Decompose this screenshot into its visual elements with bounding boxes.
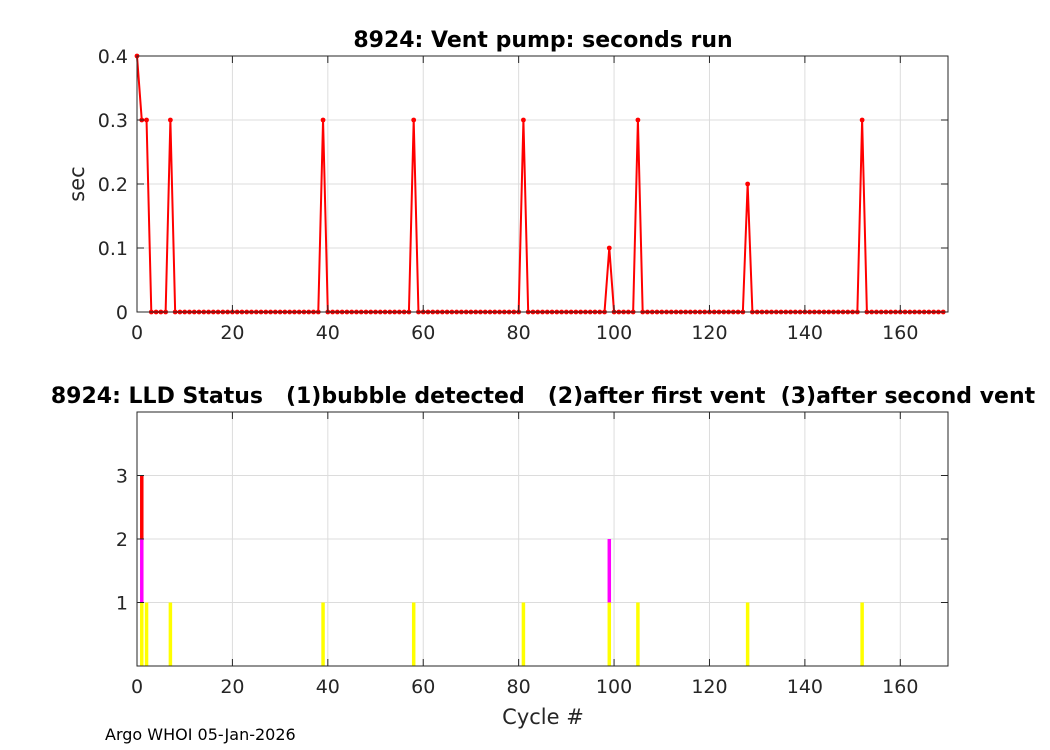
x-tick-label: 80 — [507, 676, 531, 698]
x-tick-label: 100 — [596, 322, 632, 344]
x-tick-label: 0 — [131, 676, 143, 698]
x-tick-label: 80 — [507, 322, 531, 344]
data-point — [144, 117, 149, 123]
data-point — [521, 117, 526, 123]
y-tick-label: 0.3 — [98, 110, 128, 132]
data-point — [320, 117, 326, 123]
y-axis-label: sec — [65, 166, 89, 201]
x-tick-label: 160 — [882, 676, 918, 698]
x-tick-label: 160 — [882, 322, 918, 344]
x-tick-label: 20 — [220, 676, 244, 698]
data-point — [635, 117, 641, 123]
vent-pump-chart: 0 20 40 60 80 100 120 140 160 0 0.1 0.2 0.3 0.4 8924:… — [65, 28, 949, 344]
x-tick-label: 20 — [220, 322, 244, 344]
y-tick-label: 2 — [116, 529, 128, 551]
data-point — [859, 117, 865, 123]
y-tick-label: 0.1 — [98, 238, 128, 260]
x-tick-label: 60 — [411, 322, 435, 344]
series — [140, 475, 864, 666]
x-tick-label: 40 — [316, 676, 340, 698]
x-tick-label: 140 — [787, 676, 823, 698]
y-tick-label: 3 — [116, 466, 128, 488]
x-tick-label: 40 — [316, 322, 340, 344]
x-tick-label: 60 — [411, 676, 435, 698]
chart-title: 8924: LLD Status (1)bubble detected (2)a… — [51, 384, 1036, 409]
data-point — [167, 117, 173, 123]
chart-title: 8924: Vent pump: seconds run — [353, 28, 732, 53]
grid — [136, 412, 948, 666]
x-tick-label: 100 — [596, 676, 632, 698]
y-tick-label: 1 — [116, 593, 128, 615]
x-tick-label: 0 — [131, 322, 143, 344]
y-tick-label: 0.4 — [98, 46, 128, 68]
tick-labels: 0 20 40 60 80 100 120 140 160 1 2 3 — [116, 412, 948, 698]
footer-credit: Argo WHOI 05-Jan-2026 — [105, 725, 296, 744]
x-axis-label: Cycle # — [502, 705, 584, 729]
data-point — [745, 181, 751, 187]
x-tick-label: 120 — [691, 322, 727, 344]
y-tick-label: 0 — [116, 302, 128, 324]
y-tick-label: 0.2 — [98, 174, 128, 196]
tick-labels: 0 20 40 60 80 100 120 140 160 0 0.1 0.2 0.3 0.4 — [98, 46, 948, 344]
x-tick-label: 120 — [691, 676, 727, 698]
lld-status-chart: 0 20 40 60 80 100 120 140 160 1 2 3 8924: LLD Statu… — [51, 384, 1036, 729]
x-tick-label: 140 — [787, 322, 823, 344]
data-point — [606, 245, 612, 251]
data-point — [411, 117, 417, 123]
